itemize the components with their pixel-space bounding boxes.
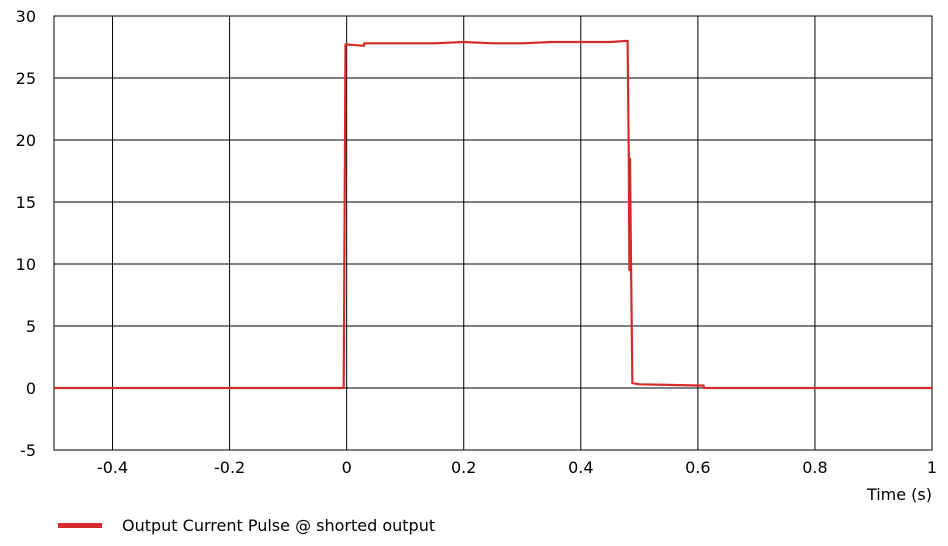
chart: -0.4 -0.2 0 0.2 0.4 0.6 0.8 1 -5 0 5 10 15 20 25 30 Tim… <box>16 7 937 504</box>
y-tick-label: 15 <box>16 193 36 212</box>
y-tick-label: -5 <box>20 441 36 460</box>
y-tick-label: 30 <box>16 7 36 26</box>
y-tick-label: 10 <box>16 255 36 274</box>
x-tick-label: -0.2 <box>214 458 245 477</box>
grid <box>53 15 933 451</box>
x-tick-label: 0.2 <box>451 458 476 477</box>
y-tick-label: 5 <box>26 317 36 336</box>
x-tick-label: 0.4 <box>568 458 593 477</box>
x-axis-label: Time (s) <box>866 485 932 504</box>
x-tick-label: 0 <box>342 458 352 477</box>
y-tick-label: 25 <box>16 69 36 88</box>
plot-area <box>54 39 932 390</box>
x-tick-label: -0.4 <box>97 458 128 477</box>
legend: Output Current Pulse @ shorted output <box>58 516 435 535</box>
tick-labels: -0.4 -0.2 0 0.2 0.4 0.6 0.8 1 -5 0 5 10 15 20 25 30 <box>16 7 937 477</box>
y-tick-label: 0 <box>26 379 36 398</box>
plot-frame <box>53 15 933 451</box>
x-tick-label: 0.6 <box>685 458 710 477</box>
legend-label: Output Current Pulse @ shorted output <box>122 516 436 535</box>
series-line <box>54 39 932 390</box>
x-tick-label: 1 <box>927 458 937 477</box>
legend-swatch <box>58 523 102 528</box>
x-tick-label: 0.8 <box>802 458 827 477</box>
y-tick-label: 20 <box>16 131 36 150</box>
